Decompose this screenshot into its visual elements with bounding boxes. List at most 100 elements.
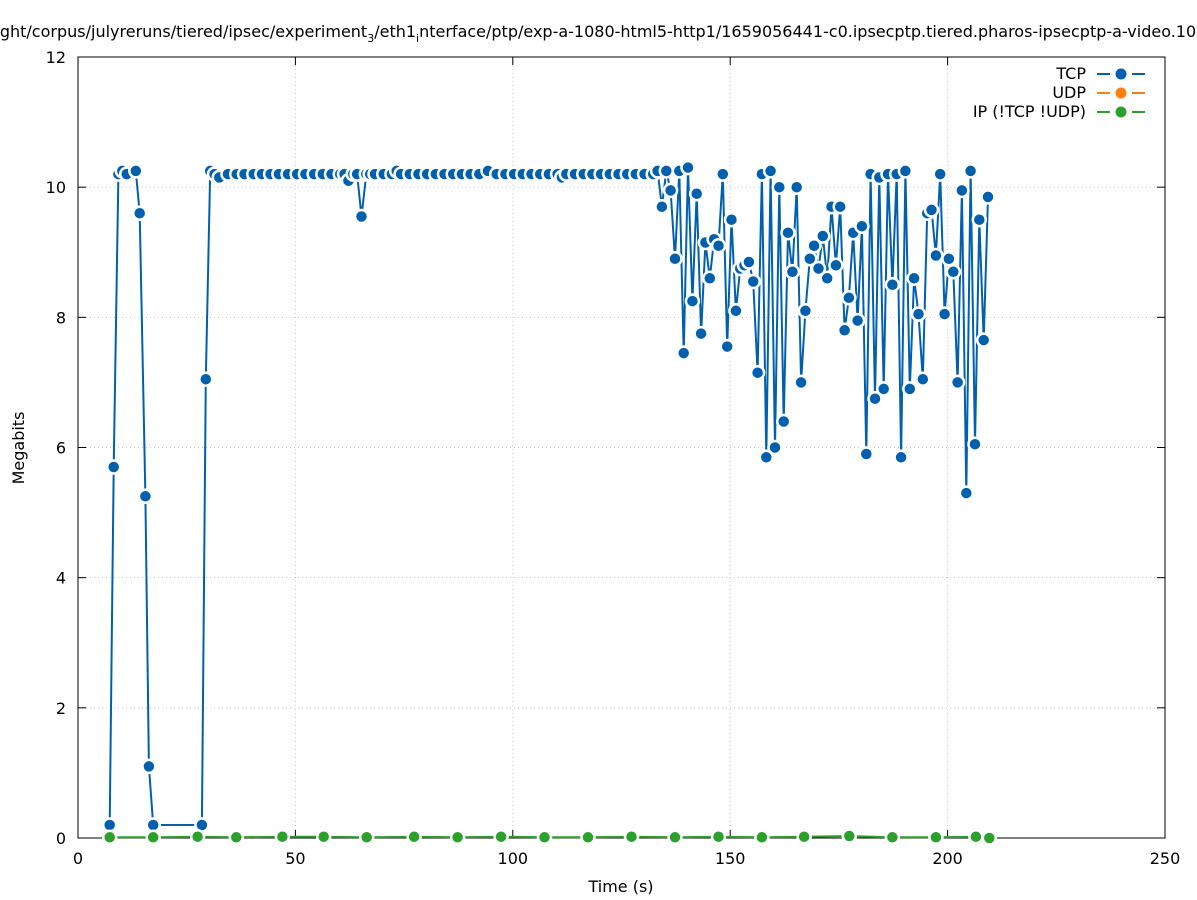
data-point [684,293,701,309]
data-point [981,830,998,846]
data-point [796,828,812,845]
data-point [784,264,801,280]
legend-swatch-marker [1114,105,1128,119]
data-point [749,364,766,381]
x-tick-label: 200 [932,849,963,868]
data-point [867,390,883,407]
x-tick-label: 150 [715,849,746,868]
data-point [758,449,775,466]
data-point [967,436,983,452]
data-point [936,306,953,322]
data-point [723,211,740,228]
data-point [893,449,909,466]
data-point [788,179,805,195]
data-point [962,163,979,179]
data-point [897,163,914,179]
data-point [680,159,696,176]
data-point [137,488,154,505]
y-tick-labels: 0 2 4 6 8 10 12 [46,48,66,848]
data-point [775,413,792,430]
x-tick-label: 0 [73,849,83,868]
y-axis-label: Megabits [9,412,28,485]
data-point [654,198,670,215]
x-tick-label: 100 [498,849,529,868]
data-point [658,163,675,179]
data-point [954,182,970,199]
y-tick-label: 10 [46,178,66,197]
data-point [815,228,831,244]
legend-label: TCP [1055,64,1086,83]
data-point [836,322,853,339]
x-axis-label: Time (s) [587,877,653,896]
y-tick-label: 0 [56,829,66,848]
data-point [923,202,940,218]
data-point [958,485,975,501]
data-point [941,251,957,267]
data-point [493,828,509,845]
data-point [449,829,466,846]
x-tick-label: 50 [285,849,305,868]
data-point [841,290,857,306]
data-point [802,251,818,267]
legend-swatch-marker [1114,86,1128,100]
data-point [902,381,918,397]
data-point [975,332,992,348]
data-point [274,828,291,845]
legend-label: UDP [1052,83,1086,102]
data-point [932,166,948,182]
data-point [810,260,827,277]
data-point [719,338,735,355]
y-tick-label: 6 [56,439,66,458]
data-point [715,166,731,182]
data-point [741,254,757,270]
data-point [623,828,640,845]
data-point [667,829,683,846]
data-point [767,439,783,456]
data-point [189,828,206,845]
data-point [710,237,727,254]
data-point [358,829,375,846]
data-point [884,277,901,293]
data-point [980,189,996,205]
data-point [915,371,931,387]
data-point [710,828,727,845]
data-point [128,163,144,179]
data-point [745,273,761,290]
data-point [771,179,788,195]
y-tick-label: 4 [56,569,66,588]
series-layer [101,159,998,846]
data-point [797,303,814,319]
y-tick-label: 2 [56,699,66,718]
x-tick-labels: 0 50 100 150 200 250 [73,849,1180,868]
data-point [688,185,705,202]
data-point [754,829,770,846]
data-point [675,345,692,361]
data-point [145,829,161,846]
data-point [945,264,962,280]
data-point [667,251,683,267]
series-line [109,834,990,839]
y-tick-label: 12 [46,48,66,67]
legend-swatch-marker [1114,67,1128,81]
data-point [793,374,809,391]
data-point [928,247,944,264]
series-0 [101,159,996,833]
data-point [906,270,922,287]
data-point [832,198,848,215]
data-point [315,828,332,845]
data-point [875,381,892,397]
data-point [841,828,858,844]
data-point [702,270,718,287]
y-tick-label: 8 [56,308,66,327]
data-point [101,829,118,846]
data-point [806,237,822,254]
chart-title: ght/corpus/julyreruns/tiered/ipsec/exper… [0,22,1196,45]
data-point [105,459,122,475]
data-point [536,829,553,846]
data-point [928,829,944,846]
data-point [780,224,796,241]
data-point [198,371,214,387]
